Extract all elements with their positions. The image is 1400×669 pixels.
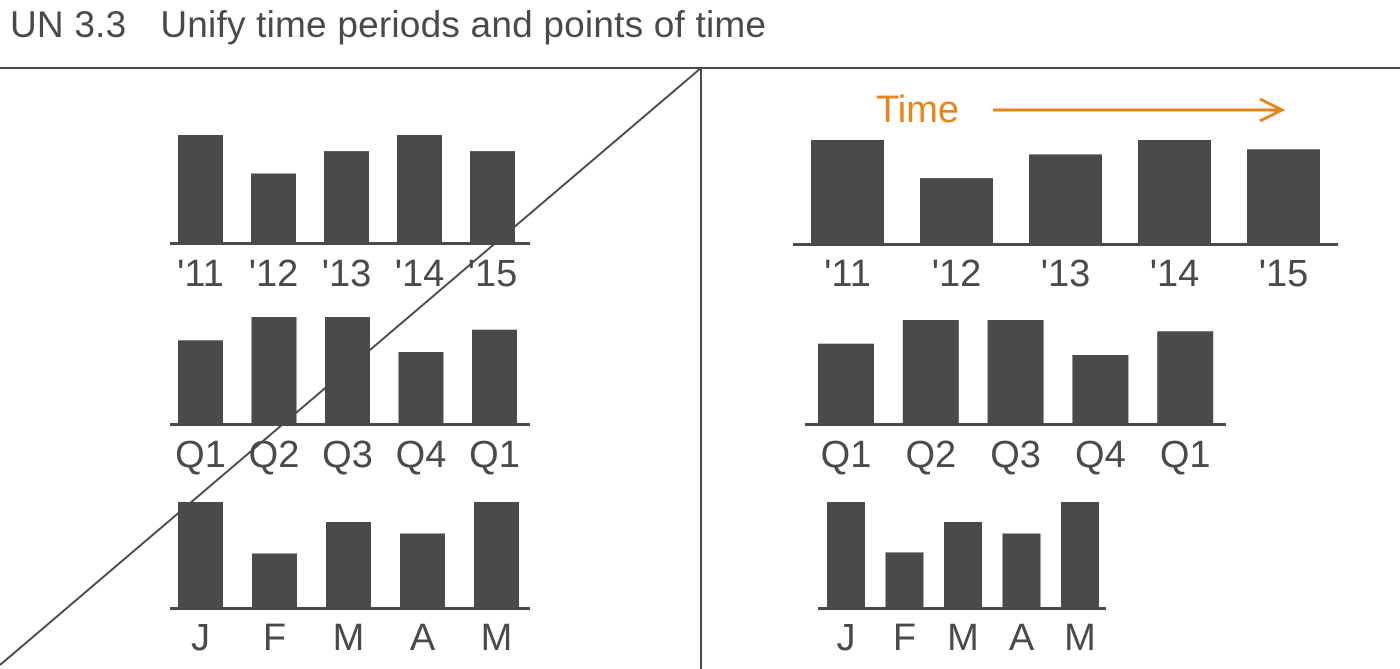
tick-label: '14 <box>1150 253 1200 295</box>
page-title: UN 3.3 Unify time periods and points of t… <box>10 4 766 46</box>
tick-label: '14 <box>395 253 445 295</box>
bar <box>885 552 924 607</box>
bar <box>325 317 370 423</box>
bar <box>472 329 517 423</box>
bar-chart-right-2: Q1 Q2 Q3 Q4 Q1 <box>805 320 1226 476</box>
section-number: UN 3.3 <box>10 4 127 45</box>
tick-label: J <box>191 617 210 659</box>
bar <box>1061 502 1099 607</box>
tick-label: '12 <box>932 253 982 295</box>
tick-label: A <box>410 617 436 659</box>
bar <box>178 502 223 607</box>
tick-label: Q1 <box>821 434 872 476</box>
bar <box>251 317 297 423</box>
bar <box>811 140 884 243</box>
tick-label: Q1 <box>469 434 520 476</box>
section-heading: Unify time periods and points of time <box>160 4 767 45</box>
bar <box>1157 331 1214 423</box>
bar <box>1002 533 1041 607</box>
tick-label: Q3 <box>990 434 1041 476</box>
tick-label: '13 <box>322 253 372 295</box>
tick-label: '12 <box>249 253 299 295</box>
tick-label: M <box>333 617 365 659</box>
time-label: Time <box>876 89 959 131</box>
bar <box>178 135 223 242</box>
tick-label: '15 <box>468 253 518 295</box>
time-arrow: Time <box>876 89 1286 131</box>
tick-label: '11 <box>177 253 224 295</box>
bar <box>398 352 444 423</box>
tick-label: Q1 <box>175 434 226 476</box>
tick-label: '11 <box>824 253 871 295</box>
time-arrow-head <box>1259 97 1286 123</box>
bar <box>1247 149 1320 243</box>
tick-label: '15 <box>1259 253 1309 295</box>
bar <box>827 502 865 607</box>
tick-label: Q4 <box>1075 434 1126 476</box>
bar <box>252 553 297 608</box>
bar <box>470 151 515 243</box>
bar <box>1138 140 1211 243</box>
tick-label: M <box>947 617 979 659</box>
bar <box>474 502 519 607</box>
tick-label: Q2 <box>905 434 956 476</box>
bar <box>944 522 982 608</box>
bar <box>818 343 874 423</box>
bar-chart-right-1: '11 '12 '13 '14 '15 <box>793 140 1338 295</box>
tick-label: '13 <box>1041 253 1091 295</box>
tick-label: F <box>263 617 286 659</box>
bar <box>920 178 993 243</box>
bar <box>1029 154 1102 243</box>
bar <box>397 135 442 242</box>
bar-chart-left-1: '11 '12 '13 '14 '15 <box>170 135 530 295</box>
tick-label: Q1 <box>1160 434 1211 476</box>
bar <box>987 320 1044 423</box>
bar-chart-left-2: Q1 Q2 Q3 Q4 Q1 <box>170 317 530 476</box>
tick-label: Q4 <box>396 434 447 476</box>
tick-label: M <box>1064 617 1096 659</box>
bar <box>251 173 296 242</box>
tick-label: M <box>481 617 513 659</box>
tick-label: F <box>893 617 916 659</box>
bar <box>1072 355 1129 423</box>
bar <box>178 340 223 423</box>
tick-label: A <box>1009 617 1035 659</box>
tick-label: Q3 <box>322 434 373 476</box>
tick-label: Q2 <box>249 434 300 476</box>
bar <box>324 151 369 243</box>
bar <box>400 533 445 607</box>
bar <box>326 522 371 608</box>
bar <box>902 320 959 423</box>
tick-label: J <box>837 617 856 659</box>
